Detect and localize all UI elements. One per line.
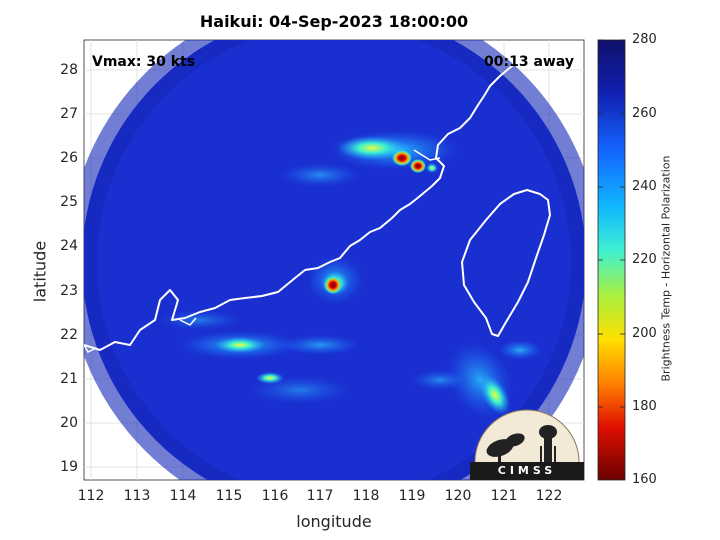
x-tick-label: 115	[215, 488, 243, 504]
colorbar-label: Brightness Temp - Horizontal Polarizatio…	[659, 155, 673, 382]
y-tick-label: 23	[60, 283, 78, 299]
y-tick-label: 19	[60, 459, 78, 475]
x-tick-label: 114	[169, 488, 197, 504]
coastline-taiwan	[461, 189, 551, 337]
y-tick-label: 26	[60, 150, 78, 166]
y-tick-label: 20	[60, 415, 78, 431]
x-tick-label: 122	[535, 488, 563, 504]
x-tick-label: 118	[352, 488, 380, 504]
x-tick-label: 119	[398, 488, 426, 504]
y-tick-label: 25	[60, 194, 78, 210]
y-tick-label: 27	[60, 106, 78, 122]
coastline-mainland	[84, 43, 533, 351]
colorbar-tick-label: 160	[632, 472, 657, 487]
colorbar-tick-label: 280	[632, 32, 657, 47]
colorbar-tick-label: 260	[632, 106, 657, 121]
convection-spot	[392, 150, 412, 166]
colorbar-tick-label: 200	[632, 326, 657, 341]
brightness-temperature-field	[84, 40, 584, 480]
storm-center-spot	[324, 276, 342, 294]
vmax-label: Vmax: 30 kts	[92, 54, 196, 70]
y-tick-label: 22	[60, 327, 78, 343]
plot-title: Haikui: 04-Sep-2023 18:00:00	[199, 12, 469, 31]
cimss-logo-text: CIMSS	[497, 464, 557, 477]
x-tick-label: 116	[261, 488, 289, 504]
convection-spot	[410, 159, 426, 173]
y-tick-label: 21	[60, 371, 78, 387]
colorbar-tick-label: 180	[632, 399, 657, 414]
y-tick-label: 24	[60, 238, 78, 254]
y-axis-label: latitude	[30, 240, 50, 303]
x-axis-label: longitude	[296, 512, 372, 531]
x-tick-label: 113	[123, 488, 151, 504]
colorbar-tick-label: 240	[632, 179, 657, 194]
x-tick-label: 112	[77, 488, 105, 504]
time-away-label: 00:13 away	[484, 54, 574, 70]
y-tick-label: 28	[60, 62, 78, 78]
x-tick-label: 120	[444, 488, 472, 504]
colorbar-tick-label: 220	[632, 252, 657, 267]
x-tick-label: 117	[306, 488, 334, 504]
x-tick-label: 121	[490, 488, 518, 504]
cimss-logo	[470, 409, 584, 480]
